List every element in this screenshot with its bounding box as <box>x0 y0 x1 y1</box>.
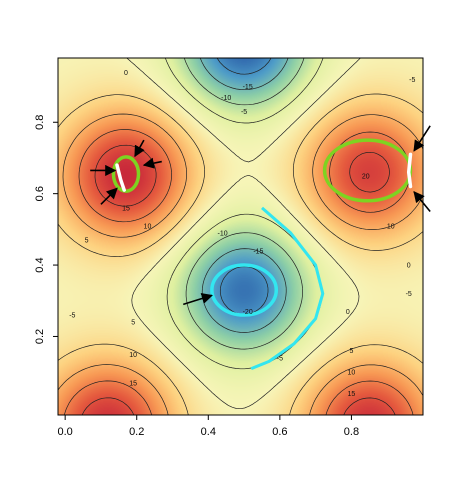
x-axis: 0.0 0.2 0.4 0.6 0.8 <box>58 415 359 438</box>
contour-line <box>58 113 423 415</box>
y-tick-label: 0.4 <box>34 257 46 272</box>
contour-label: -5 <box>406 291 412 298</box>
x-tick-label: 0.6 <box>272 426 287 438</box>
plot-area: 0 -15 -5 -10 -5 20 15 10 10 5 -10 -15 -20 0 -5 -5 0 5 10 15… <box>58 58 423 415</box>
contour-label: -10 <box>221 95 231 102</box>
x-tick-label: 0.4 <box>201 426 216 438</box>
annotation-arrow <box>100 187 118 205</box>
white-segment <box>115 163 126 192</box>
contour-label: 15 <box>122 205 130 212</box>
y-axis: 0.2 0.4 0.6 0.8 <box>34 115 58 344</box>
annotation-arrow <box>413 191 431 213</box>
contour-label: 0 <box>407 263 411 270</box>
contour-line <box>164 58 324 370</box>
contour-label: 0 <box>124 70 128 77</box>
contour-line <box>63 129 414 415</box>
y-tick-label: 0.2 <box>34 329 46 344</box>
highlighted-contour <box>250 206 325 370</box>
contour-label: -5 <box>277 355 283 362</box>
plot-frame <box>57 57 424 416</box>
contour-label: -5 <box>409 77 415 84</box>
contour-label: 15 <box>348 391 356 398</box>
contour-label: -10 <box>218 230 228 237</box>
contour-label: -15 <box>243 84 253 91</box>
contour-labels: 0 -15 -5 -10 -5 20 15 10 10 5 -10 -15 -20 0 -5 -5 0 5 10 15… <box>69 70 415 398</box>
contour-label: -5 <box>241 109 247 116</box>
contour-label: 5 <box>85 238 89 245</box>
contour-lines <box>58 58 423 415</box>
contour-label: 15 <box>129 380 137 387</box>
annotation-arrow <box>134 139 145 158</box>
x-tick-label: 0.2 <box>129 426 144 438</box>
annotation-arrow <box>142 157 162 169</box>
annotation-arrow <box>413 125 431 152</box>
contour-label: -5 <box>69 313 75 320</box>
contour-label: 10 <box>129 352 137 359</box>
contour-line <box>126 58 361 410</box>
highlighted-contour <box>210 263 279 317</box>
x-tick-label: 0.8 <box>344 426 359 438</box>
contour-label: 5 <box>131 320 135 327</box>
contour-label: 20 <box>362 173 370 180</box>
contour-label: 10 <box>144 223 152 230</box>
contour-label: 10 <box>387 223 395 230</box>
contour-line <box>183 58 305 350</box>
contour-label: -15 <box>253 248 263 255</box>
arrows <box>90 125 431 306</box>
contour-line <box>58 93 423 415</box>
contour-label: 5 <box>349 348 353 355</box>
x-tick-label: 0.0 <box>58 426 73 438</box>
y-tick-label: 0.6 <box>34 186 46 201</box>
contour-label: 0 <box>346 309 350 316</box>
contour-label: 10 <box>348 370 356 377</box>
heatmap-surface <box>58 58 423 415</box>
y-tick-label: 0.8 <box>34 115 46 130</box>
contour-label: -20 <box>243 309 253 316</box>
annotation-arrow <box>183 293 213 306</box>
white-segment <box>406 152 413 189</box>
